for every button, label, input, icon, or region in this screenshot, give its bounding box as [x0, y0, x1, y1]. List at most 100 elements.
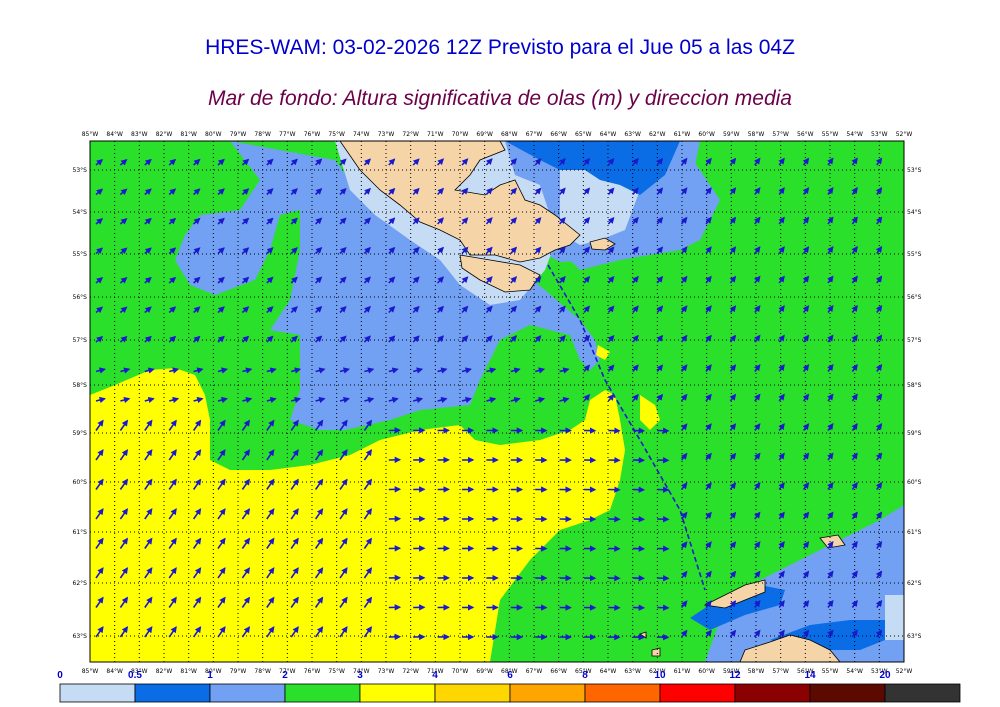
wave-arrow [534, 187, 542, 196]
colorbar-label: 1 [207, 670, 213, 681]
colorbar-segment [434, 683, 511, 703]
wave-arrow [217, 508, 226, 520]
wave-arrow [363, 449, 373, 461]
wave-arrow [412, 396, 424, 404]
wave-arrow [412, 246, 420, 255]
wave-arrow [827, 393, 834, 402]
wave-arrow [510, 187, 518, 196]
wave-arrow [217, 306, 225, 314]
lat-label: 58°S [907, 382, 922, 389]
wave-arrow [705, 423, 712, 431]
wave-arrow [534, 396, 546, 404]
lon-label: 69°W [476, 131, 493, 138]
wave-arrow [802, 246, 810, 254]
wave-arrow [290, 158, 298, 166]
wave-arrow [168, 478, 177, 490]
wave-arrow [583, 393, 591, 402]
wave-arrow [851, 481, 858, 490]
wave-arrow [827, 305, 834, 313]
wave-arrow [339, 305, 347, 314]
wave-arrow [144, 188, 152, 196]
wave-arrow [656, 216, 664, 225]
lon-label: 83°W [131, 668, 148, 675]
wave-arrow [168, 626, 177, 638]
wave-arrow [363, 626, 373, 638]
wave-arrow [510, 158, 518, 166]
wave-arrow [315, 306, 323, 314]
wave-arrow [802, 570, 810, 579]
wave-arrow [632, 334, 639, 343]
land-islands-south [459, 254, 541, 293]
lat-label: 61°S [73, 529, 88, 536]
wave-arrow [363, 305, 371, 314]
lon-label: 64°W [600, 131, 617, 138]
wave-arrow [778, 216, 785, 225]
wave-arrow [802, 275, 810, 284]
wave-arrow [95, 508, 104, 520]
wave-arrow [802, 305, 810, 313]
wave-arrow [754, 452, 761, 461]
lon-label: 55°W [822, 131, 839, 138]
wave-arrow [729, 393, 737, 402]
lon-label: 85°W [82, 668, 99, 675]
wave-arrow [95, 188, 104, 196]
colorbar-segment [359, 683, 436, 703]
wave-arrow [144, 537, 153, 549]
wave-arrow [388, 246, 396, 255]
wave-arrow [241, 276, 250, 284]
colorbar [59, 683, 961, 703]
wave-arrow [217, 478, 226, 490]
wave-arrow [680, 541, 688, 550]
lon-label: 84°W [106, 668, 123, 675]
lat-label: 62°S [907, 580, 922, 587]
wave-arrow [290, 596, 299, 608]
wave-arrow [778, 187, 785, 195]
wave-arrow [875, 452, 883, 461]
wave-arrow [217, 419, 226, 431]
wave-arrow [144, 247, 152, 255]
wave-arrow [802, 157, 810, 166]
wave-arrow [510, 396, 521, 404]
wave-arrow [461, 335, 469, 343]
wave-arrow [705, 305, 712, 313]
wave-arrow [119, 449, 129, 461]
wave-arrow [778, 364, 785, 372]
wave-arrow [729, 541, 737, 549]
wave-arrow [875, 511, 883, 520]
wave-arrow [217, 567, 226, 579]
wave-arrow [363, 158, 371, 166]
wave-arrow [339, 508, 348, 520]
lon-label: 81°W [180, 668, 197, 675]
wave-arrow [583, 275, 591, 284]
lon-label: 70°W [452, 131, 469, 138]
lon-label: 67°W [526, 668, 543, 675]
wave-arrow [778, 570, 785, 579]
wave-arrow [339, 335, 347, 343]
wave-arrow [802, 511, 810, 520]
wave-arrow [778, 393, 785, 402]
sea-yellow-patch-north [596, 345, 610, 360]
wave-arrow [802, 423, 810, 431]
wave-arrow [339, 217, 347, 225]
wave-arrow [193, 276, 201, 284]
wave-arrow [168, 276, 177, 284]
wave-arrow [754, 541, 761, 549]
wave-arrow [95, 336, 104, 343]
wave-arrow [851, 540, 858, 549]
wave-arrow [95, 367, 106, 374]
lon-label: 63°W [624, 668, 641, 675]
wave-arrow [461, 305, 469, 314]
wave-arrow [192, 626, 202, 638]
wave-arrow [583, 246, 591, 255]
wave-arrow [290, 276, 298, 284]
wave-arrow [95, 478, 104, 490]
lon-label: 82°W [156, 668, 173, 675]
wave-arrow [266, 396, 277, 404]
wave-arrow [461, 217, 469, 225]
wave-arrow [314, 567, 324, 579]
colorbar-label: 6 [507, 670, 513, 681]
lon-label: 59°W [723, 668, 740, 675]
wave-arrow [875, 481, 883, 490]
lon-label: 84°W [106, 131, 123, 138]
lat-label: 53°S [73, 167, 88, 174]
